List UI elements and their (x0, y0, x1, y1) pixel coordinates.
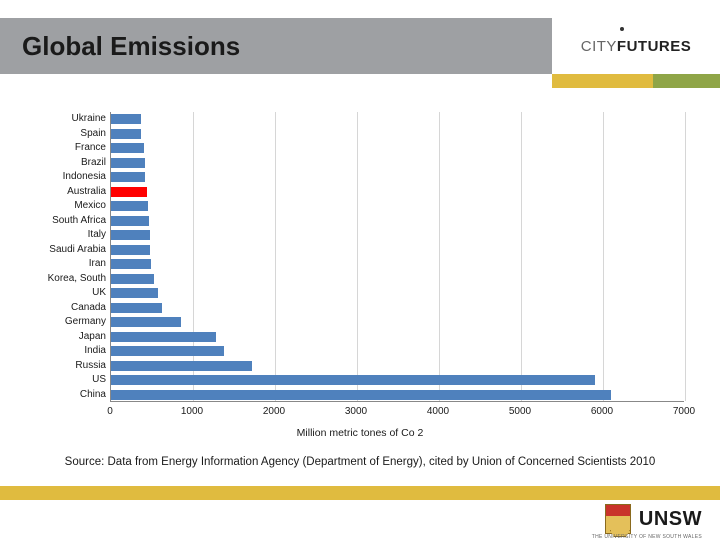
crest-icon (605, 504, 631, 534)
bar (111, 332, 216, 342)
x-tick-label: 7000 (673, 406, 695, 417)
x-axis-label: Million metric tones of Co 2 (36, 427, 684, 439)
gridline (521, 112, 522, 401)
source-citation: Source: Data from Energy Information Age… (0, 456, 720, 468)
bar (111, 129, 141, 139)
bar (111, 143, 144, 153)
x-tick-label: 0 (107, 406, 113, 417)
gridline (685, 112, 686, 401)
y-category-label: Korea, South (34, 274, 106, 284)
y-category-label: Italy (34, 230, 106, 240)
bar (111, 230, 150, 240)
y-category-label: India (34, 346, 106, 356)
x-tick-label: 2000 (263, 406, 285, 417)
header-logo: CITYFUTURES (552, 18, 720, 74)
bar (111, 346, 224, 356)
y-category-label: Saudi Arabia (34, 245, 106, 255)
gridline (439, 112, 440, 401)
y-category-label: Mexico (34, 201, 106, 211)
org-name: UNSW (639, 508, 702, 531)
y-category-label: Indonesia (34, 172, 106, 182)
emissions-chart: Million metric tones of Co 2 01000200030… (36, 112, 684, 428)
y-category-label: China (34, 390, 106, 400)
bar (111, 317, 181, 327)
header-accent (552, 74, 720, 88)
logo-dot-icon (620, 27, 624, 31)
gridline (193, 112, 194, 401)
bar (111, 361, 252, 371)
x-tick-label: 6000 (591, 406, 613, 417)
y-category-label: Brazil (34, 158, 106, 168)
bar (111, 274, 154, 284)
y-category-label: Australia (34, 187, 106, 197)
y-category-label: Japan (34, 332, 106, 342)
y-category-label: UK (34, 288, 106, 298)
y-category-label: Germany (34, 317, 106, 327)
x-tick-label: 4000 (427, 406, 449, 417)
footer-accent-bar (0, 486, 720, 500)
plot-area (110, 112, 684, 402)
gridline (275, 112, 276, 401)
x-tick-label: 3000 (345, 406, 367, 417)
bar (111, 172, 145, 182)
bar (111, 114, 141, 124)
y-category-label: Spain (34, 129, 106, 139)
y-category-label: Russia (34, 361, 106, 371)
bar (111, 245, 150, 255)
y-category-label: South Africa (34, 216, 106, 226)
bar (111, 216, 149, 226)
footer-logo: UNSW (605, 504, 702, 534)
gridline (357, 112, 358, 401)
page-title: Global Emissions (22, 31, 240, 62)
logo-text: CITYFUTURES (581, 38, 692, 55)
y-category-label: Canada (34, 303, 106, 313)
bar (111, 201, 148, 211)
x-tick-label: 1000 (181, 406, 203, 417)
bar (111, 259, 151, 269)
bar (111, 288, 158, 298)
y-category-label: US (34, 375, 106, 385)
y-category-label: France (34, 143, 106, 153)
y-category-label: Iran (34, 259, 106, 269)
org-subtitle: THE UNIVERSITY OF NEW SOUTH WALES (592, 534, 702, 540)
y-category-label: Ukraine (34, 114, 106, 124)
bar (111, 187, 147, 197)
bar (111, 303, 162, 313)
x-tick-label: 5000 (509, 406, 531, 417)
bar (111, 375, 595, 385)
bar (111, 390, 611, 400)
gridline (603, 112, 604, 401)
bar (111, 158, 145, 168)
